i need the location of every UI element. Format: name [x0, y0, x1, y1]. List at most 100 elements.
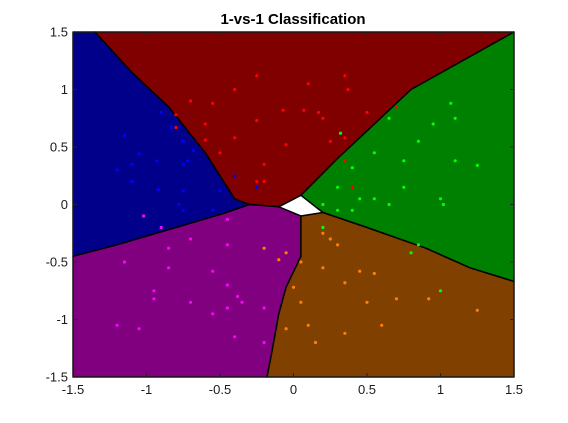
data-point — [402, 185, 406, 189]
data-point — [236, 294, 240, 299]
data-point — [321, 231, 325, 235]
data-point — [203, 138, 207, 142]
data-point — [321, 225, 325, 230]
data-point — [159, 110, 163, 115]
data-point — [181, 189, 185, 193]
data-point — [350, 208, 354, 212]
data-point — [211, 101, 215, 105]
data-point — [174, 125, 178, 130]
y-tick-label: -1.5 — [46, 370, 68, 385]
data-point — [169, 125, 174, 130]
series-5 — [262, 231, 479, 345]
chart-title: 1-vs-1 Classification — [220, 11, 365, 28]
data-point — [299, 300, 303, 304]
data-point — [475, 308, 479, 312]
data-point — [181, 208, 185, 212]
data-point — [142, 214, 146, 218]
data-point — [284, 143, 288, 147]
x-tick-label: -1 — [141, 382, 153, 397]
data-point — [453, 116, 457, 120]
data-point — [122, 260, 127, 264]
data-point — [343, 331, 347, 335]
data-points — [115, 74, 479, 345]
data-point — [156, 188, 160, 192]
data-point — [159, 225, 163, 230]
data-point — [262, 306, 266, 310]
data-point — [225, 306, 229, 310]
data-point — [453, 159, 457, 163]
data-point — [218, 151, 222, 155]
data-point — [262, 179, 266, 184]
data-point — [299, 260, 303, 264]
data-point — [438, 289, 443, 293]
data-point — [167, 266, 171, 270]
data-point — [387, 202, 391, 207]
data-point — [189, 237, 193, 241]
data-point — [233, 87, 237, 92]
y-tick-label: 0 — [61, 197, 68, 212]
series-4 — [115, 214, 266, 345]
data-point — [449, 101, 453, 105]
data-point — [350, 166, 354, 170]
data-point — [211, 312, 215, 316]
data-point — [181, 162, 185, 166]
data-point — [427, 297, 431, 301]
x-tick-label: 0.5 — [358, 382, 376, 397]
data-point — [321, 116, 325, 120]
data-point — [336, 243, 340, 247]
data-point — [343, 74, 347, 78]
data-point — [255, 185, 259, 189]
y-tick-label: -1 — [56, 312, 68, 327]
x-tick-label: -1.5 — [62, 382, 84, 397]
data-point — [394, 105, 398, 109]
data-point — [225, 243, 229, 247]
data-point — [416, 139, 420, 143]
data-point — [262, 340, 266, 345]
data-point — [394, 297, 398, 301]
data-point — [130, 162, 134, 166]
data-point — [203, 122, 207, 126]
data-point — [218, 189, 222, 193]
y-tick-label: 1.5 — [50, 25, 68, 40]
data-point — [189, 300, 193, 304]
series-2 — [115, 110, 259, 212]
x-tick-label: 0 — [290, 382, 297, 397]
data-point — [372, 197, 376, 201]
y-axis: 1.5 1 0.5 0 -0.5 -1 -1.5 — [46, 25, 514, 385]
data-point — [186, 159, 190, 163]
data-point — [372, 151, 376, 155]
data-point — [387, 116, 391, 120]
data-point — [122, 133, 127, 138]
data-point — [358, 269, 362, 273]
data-point — [358, 197, 362, 201]
y-tick-label: 0.5 — [50, 140, 68, 155]
series-3 — [321, 101, 479, 293]
data-point — [281, 108, 285, 112]
x-axis: -1.5 -1 -0.5 0 0.5 1 1.5 — [62, 32, 523, 397]
data-point — [152, 289, 156, 293]
data-point — [174, 113, 178, 117]
data-point — [233, 174, 237, 178]
data-point — [191, 148, 196, 152]
data-point — [211, 269, 215, 273]
data-point — [343, 136, 347, 140]
data-point — [181, 139, 185, 143]
y-tick-label: -0.5 — [46, 255, 68, 270]
decision-regions — [72, 31, 515, 378]
data-point — [284, 327, 288, 331]
data-point — [189, 99, 193, 103]
data-point — [321, 202, 325, 207]
data-point — [225, 217, 229, 221]
data-point — [137, 152, 141, 156]
data-point — [441, 202, 445, 207]
data-point — [233, 335, 237, 339]
data-point — [255, 118, 259, 123]
data-point — [380, 323, 384, 327]
data-point — [321, 266, 325, 270]
data-point — [313, 340, 318, 345]
data-point — [316, 110, 321, 115]
data-point — [438, 197, 443, 201]
data-point — [262, 246, 266, 250]
x-tick-label: -0.5 — [209, 382, 231, 397]
